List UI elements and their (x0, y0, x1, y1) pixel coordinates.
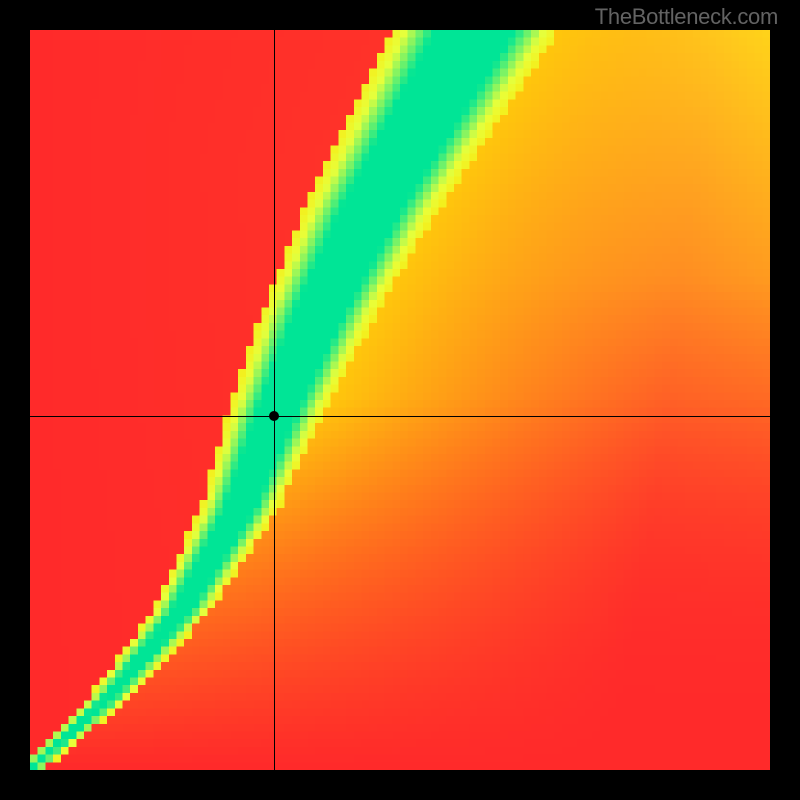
bottleneck-heatmap (30, 30, 770, 770)
watermark-text: TheBottleneck.com (595, 4, 778, 30)
crosshair-vertical (274, 30, 275, 770)
crosshair-horizontal (30, 416, 770, 417)
current-config-marker (269, 411, 279, 421)
